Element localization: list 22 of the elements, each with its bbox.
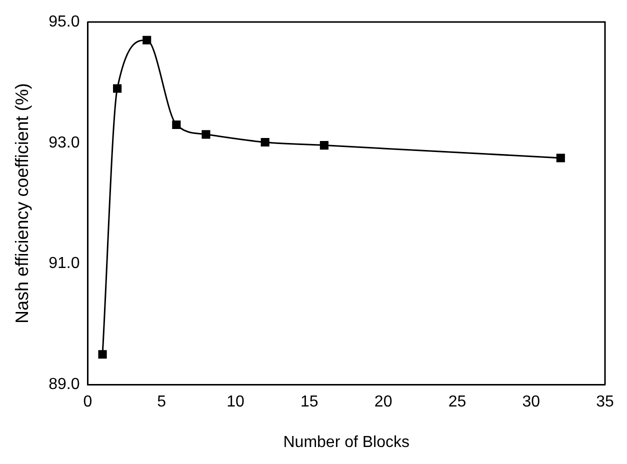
- y-tick-label: 89.0: [48, 376, 80, 394]
- y-tick-label: 91.0: [48, 255, 80, 272]
- point: [260, 138, 270, 147]
- point: [172, 120, 181, 130]
- x-tick-label: 0: [83, 394, 92, 411]
- y-tick-label: 93.0: [48, 134, 80, 152]
- x-tick-label: 35: [596, 394, 614, 411]
- y-axis-title: Nash efficiency coefficient (%): [12, 83, 32, 324]
- point: [556, 154, 565, 162]
- x-tick-label: 15: [300, 394, 318, 411]
- x-tick-label: 5: [157, 394, 166, 411]
- x-tick-label: 25: [448, 394, 466, 411]
- point: [320, 141, 328, 150]
- x-tick-label: 20: [374, 394, 392, 411]
- point: [202, 130, 210, 139]
- x-tick-label: 10: [226, 394, 245, 411]
- point: [113, 84, 122, 93]
- point: [98, 350, 107, 359]
- x-tick-label: 30: [522, 394, 540, 411]
- y-tick-label: 95.0: [48, 13, 80, 30]
- point: [142, 36, 152, 44]
- x-axis-title: Number of Blocks: [283, 434, 410, 451]
